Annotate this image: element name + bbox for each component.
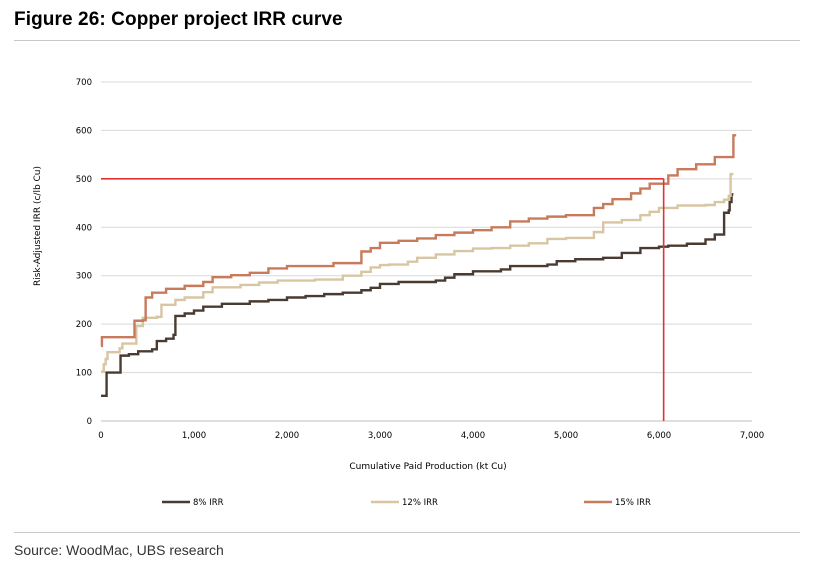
x-tick-label: 3,000 bbox=[368, 431, 392, 441]
y-axis-title: Risk-Adjusted IRR (c/lb Cu) bbox=[33, 166, 43, 286]
legend-label-12-irr: 12% IRR bbox=[402, 498, 438, 508]
title-divider bbox=[14, 40, 800, 41]
footer-divider bbox=[14, 532, 800, 533]
series-line-8-irr bbox=[101, 193, 734, 398]
x-tick-label: 2,000 bbox=[275, 431, 299, 441]
reference-lines bbox=[101, 178, 665, 421]
y-tick-label: 200 bbox=[76, 320, 92, 330]
legend-label-8-irr: 8% IRR bbox=[193, 498, 224, 508]
gridlines bbox=[101, 81, 752, 422]
x-tick-label: 6,000 bbox=[647, 431, 671, 441]
irr-chart: 0 100 200 300 400 500 600 700 0 1,000 2,000 3,000 4… bbox=[33, 78, 764, 508]
y-tick-label: 400 bbox=[76, 223, 92, 233]
source-note: Source: WoodMac, UBS research bbox=[14, 542, 224, 558]
series-lines bbox=[100, 134, 737, 398]
y-tick-label: 300 bbox=[76, 272, 92, 282]
y-tick-label: 700 bbox=[76, 78, 92, 88]
x-tick-label: 4,000 bbox=[461, 431, 485, 441]
figure-title: Figure 26: Copper project IRR curve bbox=[14, 9, 343, 30]
x-tick-label: 1,000 bbox=[182, 431, 206, 441]
x-axis-title: Cumulative Paid Production (kt Cu) bbox=[349, 462, 506, 472]
y-tick-label: 600 bbox=[76, 126, 92, 136]
x-tick-label: 7,000 bbox=[740, 431, 764, 441]
x-tick-label: 5,000 bbox=[554, 431, 578, 441]
y-tick-label: 0 bbox=[87, 417, 92, 427]
series-line-12-irr bbox=[101, 172, 734, 373]
legend: 8% IRR 12% IRR 15% IRR bbox=[162, 498, 651, 508]
x-tick-label: 0 bbox=[98, 431, 103, 441]
series-line-15-irr bbox=[100, 134, 737, 348]
legend-label-15-irr: 15% IRR bbox=[615, 498, 651, 508]
y-axis-ticks: 0 100 200 300 400 500 600 700 bbox=[76, 78, 92, 427]
y-tick-label: 100 bbox=[76, 369, 92, 379]
x-axis-ticks: 0 1,000 2,000 3,000 4,000 5,000 6,000 7,000 bbox=[98, 431, 764, 441]
y-tick-label: 500 bbox=[76, 175, 92, 185]
